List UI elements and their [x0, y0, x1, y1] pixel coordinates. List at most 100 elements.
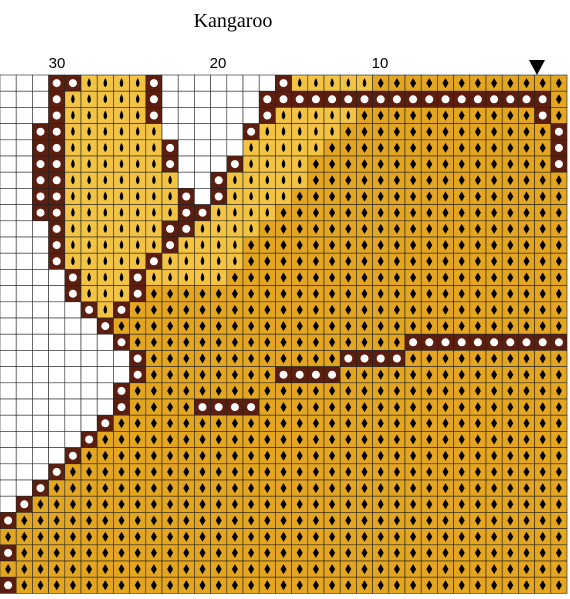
stitch-symbol: [279, 95, 288, 104]
stitch-symbol: [442, 304, 449, 315]
stitch-symbol: [231, 369, 238, 380]
stitch-symbol: [215, 288, 222, 299]
stitch-symbol: [361, 191, 368, 202]
stitch-symbol: [458, 321, 465, 332]
stitch-symbol: [264, 515, 271, 526]
stitch-symbol: [491, 142, 498, 153]
stitch-symbol: [458, 304, 465, 315]
stitch-symbol: [183, 418, 190, 429]
stitch-symbol: [279, 79, 288, 88]
stitch-symbol: [36, 484, 45, 493]
stitch-symbol: [119, 142, 124, 152]
stitch-symbol: [345, 402, 352, 413]
stitch-symbol: [507, 272, 514, 283]
stitch-symbol: [410, 402, 417, 413]
stitch-symbol: [103, 207, 108, 217]
grid-cell: [15, 204, 33, 222]
stitch-symbol: [183, 321, 190, 332]
grid-cell: [15, 90, 33, 108]
stitch-symbol: [442, 499, 449, 510]
stitch-symbol: [555, 94, 562, 105]
grid-cell: [32, 463, 49, 481]
grid-cell: [210, 107, 228, 124]
stitch-symbol: [539, 402, 546, 413]
grid-cell: [0, 188, 17, 205]
stitch-symbol: [215, 515, 222, 526]
stitch-symbol: [87, 191, 91, 201]
stitch-symbol: [52, 257, 61, 266]
stitch-symbol: [264, 402, 271, 413]
stitch-symbol: [410, 256, 417, 267]
grid-cell: [177, 90, 195, 108]
stitch-symbol: [329, 337, 336, 348]
stitch-symbol: [200, 272, 205, 282]
stitch-symbol: [539, 142, 546, 153]
stitch-symbol: [296, 353, 303, 364]
stitch-symbol: [71, 142, 75, 152]
stitch-symbol: [280, 272, 287, 283]
stitch-symbol: [377, 515, 384, 526]
stitch-symbol: [200, 256, 205, 266]
stitch-symbol: [118, 418, 125, 429]
stitch-symbol: [361, 515, 368, 526]
stitch-symbol: [86, 466, 93, 477]
grid-cell: [0, 269, 17, 286]
stitch-symbol: [442, 466, 449, 477]
stitch-symbol: [280, 321, 287, 332]
stitch-symbol: [183, 353, 190, 364]
stitch-symbol: [506, 338, 515, 347]
stitch-symbol: [312, 223, 319, 234]
stitch-symbol: [20, 500, 29, 509]
grid-cell: [226, 74, 244, 92]
stitch-symbol: [134, 385, 141, 396]
stitch-symbol: [150, 353, 157, 364]
stitch-symbol: [425, 338, 434, 347]
stitch-symbol: [135, 78, 140, 88]
grid-cell: [80, 317, 98, 335]
stitch-symbol: [199, 564, 206, 575]
grid-cell: [32, 301, 49, 319]
stitch-symbol: [555, 547, 562, 558]
stitch-symbol: [474, 78, 481, 89]
stitch-symbol: [523, 402, 530, 413]
stitch-symbol: [361, 256, 368, 267]
stitch-symbol: [280, 547, 287, 558]
stitch-symbol: [458, 126, 465, 137]
stitch-symbol: [183, 515, 190, 526]
stitch-symbol: [377, 175, 384, 186]
stitch-symbol: [215, 385, 222, 396]
stitch-symbol: [87, 126, 91, 136]
stitch-symbol: [539, 191, 546, 202]
stitch-symbol: [281, 191, 286, 201]
stitch-symbol: [71, 126, 75, 136]
stitch-symbol: [134, 304, 141, 315]
stitch-symbol: [230, 403, 239, 412]
stitch-symbol: [474, 110, 481, 121]
stitch-symbol: [71, 175, 75, 185]
stitch-symbol: [426, 353, 433, 364]
grid-cell: [48, 382, 66, 400]
stitch-symbol: [329, 564, 336, 575]
stitch-symbol: [312, 159, 319, 170]
stitch-symbol: [71, 110, 75, 120]
stitch-symbol: [87, 175, 91, 185]
stitch-symbol: [491, 78, 498, 89]
stitch-symbol: [102, 515, 109, 526]
stitch-symbol: [230, 160, 239, 169]
grid-cell: [48, 269, 66, 286]
stitch-symbol: [135, 191, 140, 201]
stitch-symbol: [296, 418, 303, 429]
stitch-symbol: [149, 95, 158, 104]
stitch-symbol: [426, 369, 433, 380]
stitch-symbol: [361, 450, 368, 461]
stitch-symbol: [183, 499, 190, 510]
stitch-symbol: [248, 385, 255, 396]
grid-cell: [0, 333, 17, 351]
stitch-symbol: [133, 370, 142, 379]
stitch-symbol: [329, 418, 336, 429]
stitch-symbol: [118, 531, 125, 542]
stitch-symbol: [152, 272, 156, 282]
stitch-symbol: [361, 272, 368, 283]
grid-cell: [210, 90, 228, 108]
stitch-symbol: [474, 450, 481, 461]
